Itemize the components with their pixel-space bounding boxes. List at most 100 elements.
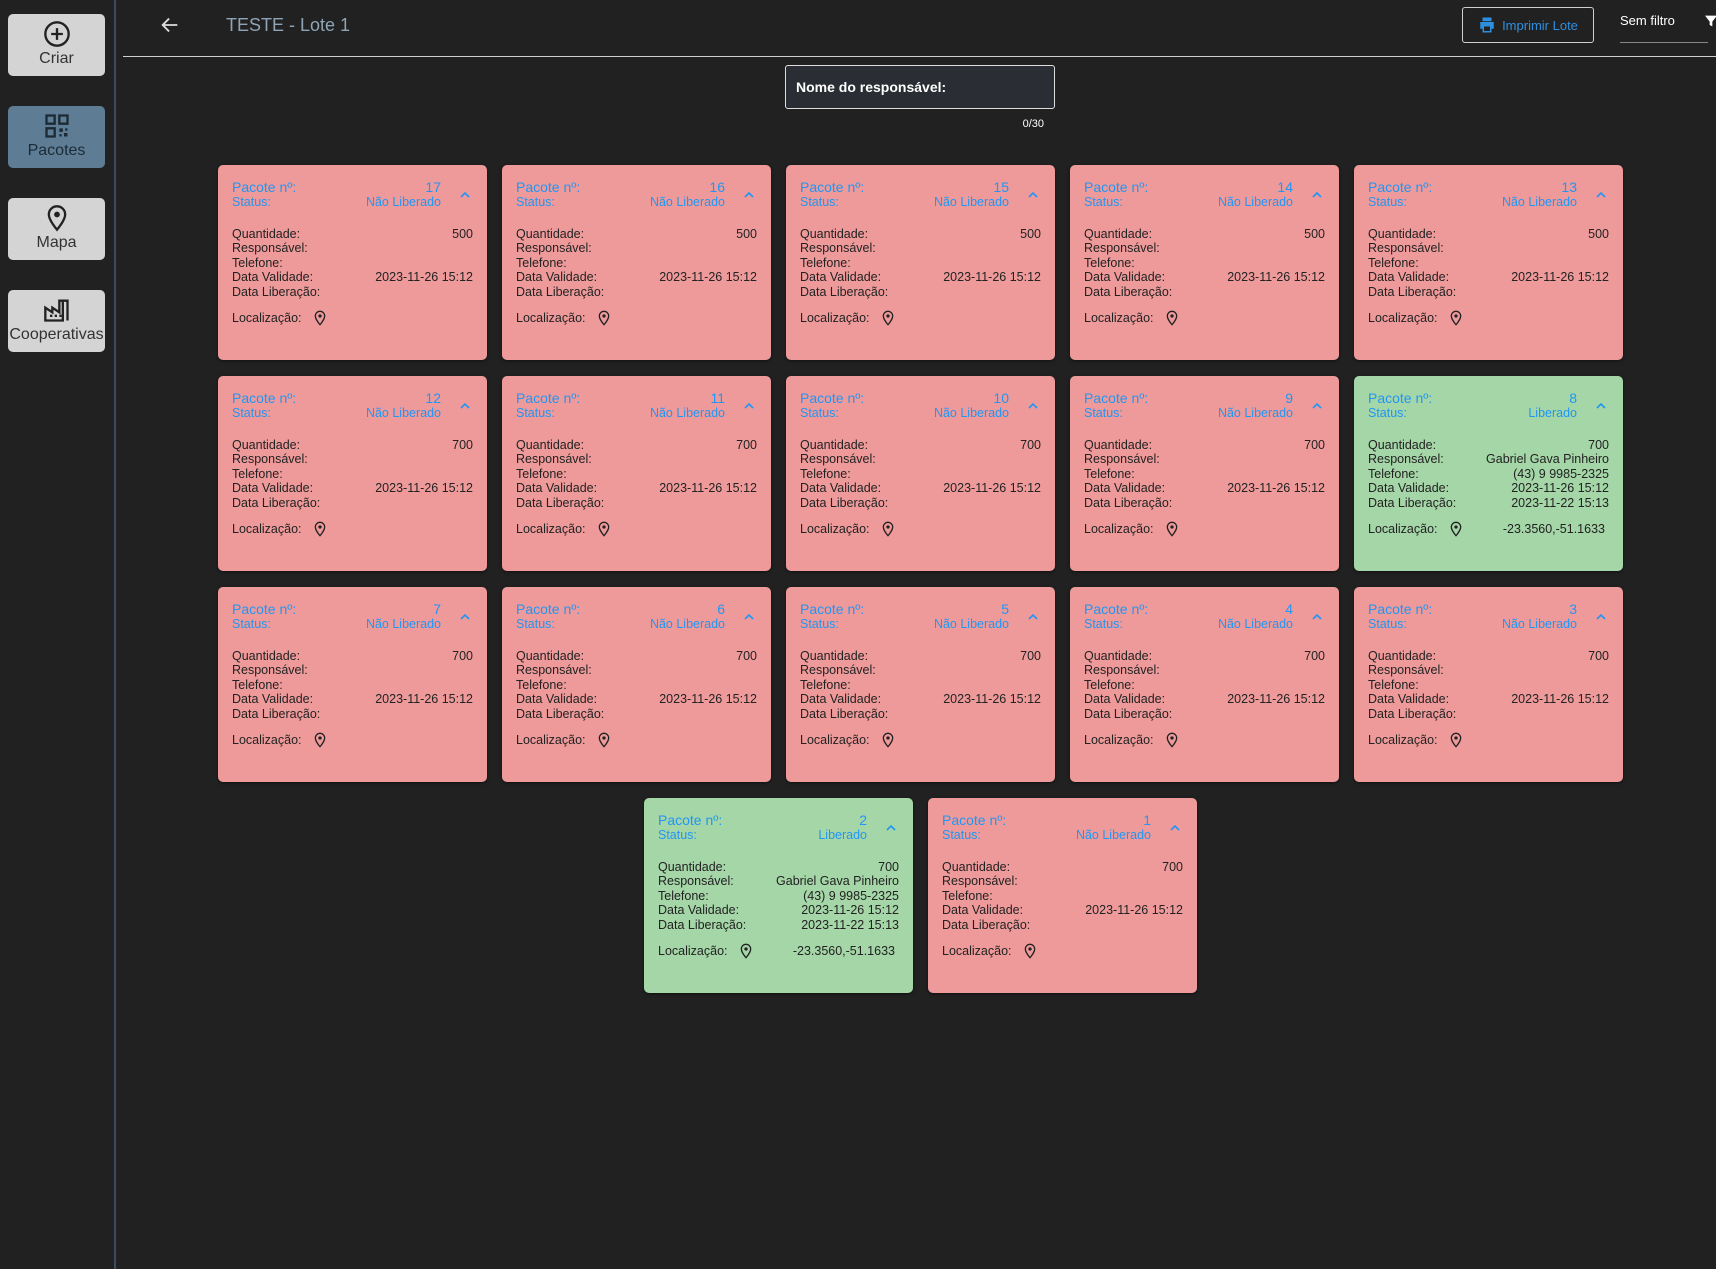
pin-icon[interactable] [880, 731, 896, 749]
card-body: Quantidade: 700 Responsável: Telefone: Data … [1368, 649, 1609, 750]
card-header-row: Pacote nº: 8 [1368, 390, 1577, 406]
plus-icon [43, 21, 70, 47]
quantity-row: Quantidade: 700 [1368, 438, 1609, 453]
pin-icon[interactable] [880, 520, 896, 538]
validity-row: Data Validade: 2023-11-26 15:12 [1368, 481, 1609, 496]
card-header-row: Pacote nº: 10 [800, 390, 1009, 406]
nav-coops[interactable]: Cooperativas [8, 290, 105, 352]
phone-row: Telefone: [1368, 678, 1609, 693]
status-row: Status: Não Liberado [942, 828, 1151, 843]
validity-row: Data Validade: 2023-11-26 15:12 [232, 481, 473, 496]
card-body: Quantidade: 700 Responsável: Telefone: Data … [1084, 438, 1325, 539]
quantity-value: 500 [1020, 226, 1041, 241]
phone-label: Telefone: [800, 255, 851, 270]
collapse-icon[interactable] [1593, 398, 1609, 414]
card-body: Quantidade: 700 Responsável: Gabriel Gava P… [1368, 438, 1609, 539]
nav-packages[interactable]: Pacotes [8, 106, 105, 168]
pin-icon[interactable] [1164, 520, 1180, 538]
quantity-label: Quantidade: [658, 859, 727, 874]
release-row: Data Liberação: [516, 496, 757, 511]
status-label: Status: [1084, 617, 1123, 631]
status-value: Não Liberado [365, 617, 441, 631]
filter-select[interactable]: Sem filtro [1620, 13, 1708, 43]
status-row: Status: Não Liberado [1368, 195, 1577, 210]
package-label: Pacote nº: [516, 601, 581, 617]
responsible-label: Responsável: [800, 663, 876, 677]
responsible-row: Responsável: Gabriel Gava Pinheiro [658, 874, 899, 889]
collapse-icon[interactable] [1167, 820, 1183, 836]
collapse-icon[interactable] [1309, 187, 1325, 203]
pin-icon[interactable] [1448, 731, 1464, 749]
collapse-icon[interactable] [1025, 398, 1041, 414]
validity-label: Data Validade: [1084, 692, 1166, 706]
back-button[interactable] [159, 14, 181, 36]
char-counter: 0/30 [1022, 118, 1044, 130]
phone-row: Telefone: [942, 889, 1183, 904]
collapse-icon[interactable] [457, 398, 473, 414]
location-label: Localização: [658, 944, 728, 958]
pin-icon[interactable] [312, 520, 328, 538]
collapse-icon[interactable] [741, 187, 757, 203]
print-button[interactable]: Imprimir Lote [1462, 7, 1594, 43]
pin-icon[interactable] [312, 309, 328, 327]
pin-icon[interactable] [1164, 309, 1180, 327]
location-label: Localização: [1084, 522, 1154, 536]
validity-row: Data Validade: 2023-11-26 15:12 [1368, 692, 1609, 707]
status-row: Status: Não Liberado [800, 617, 1009, 632]
card-header-row: Pacote nº: 15 [800, 179, 1009, 195]
nav-create[interactable]: Criar [8, 14, 105, 76]
phone-label: Telefone: [232, 466, 283, 481]
collapse-icon[interactable] [1309, 398, 1325, 414]
quantity-label: Quantidade: [1084, 226, 1153, 241]
pin-icon[interactable] [1448, 309, 1464, 327]
collapse-icon[interactable] [1309, 609, 1325, 625]
collapse-icon[interactable] [1593, 187, 1609, 203]
package-number: 5 [1001, 601, 1009, 617]
package-card: Pacote nº: 4 Status: Não Liberado Quantidade… [1070, 587, 1339, 782]
quantity-label: Quantidade: [1084, 437, 1153, 452]
collapse-icon[interactable] [1593, 609, 1609, 625]
collapse-icon[interactable] [457, 187, 473, 203]
validity-label: Data Validade: [232, 481, 314, 495]
pin-icon[interactable] [1448, 520, 1464, 538]
quantity-row: Quantidade: 700 [658, 860, 899, 875]
quantity-value: 700 [1020, 437, 1041, 452]
package-number: 6 [717, 601, 725, 617]
filter-icon[interactable] [1703, 12, 1716, 30]
validity-row: Data Validade: 2023-11-26 15:12 [658, 903, 899, 918]
phone-row: Telefone: [800, 256, 1041, 271]
pin-icon[interactable] [312, 731, 328, 749]
collapse-icon[interactable] [1025, 609, 1041, 625]
pin-icon[interactable] [596, 520, 612, 538]
quantity-row: Quantidade: 700 [1084, 438, 1325, 453]
pin-icon[interactable] [596, 309, 612, 327]
phone-label: Telefone: [1084, 677, 1135, 692]
collapse-icon[interactable] [1025, 187, 1041, 203]
pin-icon[interactable] [738, 942, 754, 960]
package-number: 7 [433, 601, 441, 617]
card-body: Quantidade: 700 Responsável: Telefone: Data … [232, 649, 473, 750]
status-label: Status: [1368, 617, 1407, 631]
quantity-label: Quantidade: [516, 437, 585, 452]
collapse-icon[interactable] [741, 398, 757, 414]
location-label: Localização: [232, 733, 302, 747]
card-body: Quantidade: 700 Responsável: Telefone: Data … [942, 860, 1183, 961]
release-row: Data Liberação: [1084, 707, 1325, 722]
card-header-row: Pacote nº: 3 [1368, 601, 1577, 617]
responsible-input[interactable]: Nome do responsável: [785, 65, 1055, 109]
pin-icon[interactable] [1164, 731, 1180, 749]
validity-value: 2023-11-26 15:12 [659, 692, 757, 706]
collapse-icon[interactable] [741, 609, 757, 625]
pin-icon[interactable] [596, 731, 612, 749]
page-title: TESTE - Lote 1 [226, 15, 351, 35]
release-row: Data Liberação: [1368, 285, 1609, 300]
validity-label: Data Validade: [516, 692, 598, 706]
pin-icon[interactable] [1022, 942, 1038, 960]
nav-map[interactable]: Mapa [8, 198, 105, 260]
pin-icon[interactable] [880, 309, 896, 327]
package-card: Pacote nº: 11 Status: Não Liberado Quantidad… [502, 376, 771, 571]
location-label: Localização: [800, 522, 870, 536]
collapse-icon[interactable] [457, 609, 473, 625]
responsible-row: Responsável: [232, 663, 473, 678]
collapse-icon[interactable] [883, 820, 899, 836]
